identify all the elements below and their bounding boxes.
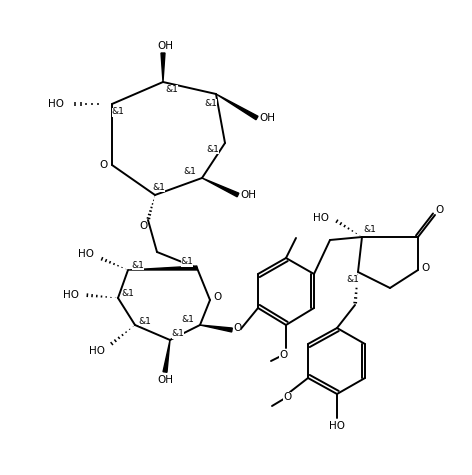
Text: &1: &1 — [184, 168, 196, 177]
Polygon shape — [161, 53, 165, 82]
Polygon shape — [128, 266, 197, 270]
Text: O: O — [139, 221, 147, 231]
Polygon shape — [216, 94, 258, 120]
Text: &1: &1 — [204, 98, 218, 107]
Text: O: O — [422, 263, 430, 273]
Text: OH: OH — [157, 41, 173, 51]
Text: &1: &1 — [346, 276, 360, 285]
Text: &1: &1 — [166, 85, 178, 94]
Text: HO: HO — [78, 249, 94, 259]
Text: OH: OH — [240, 190, 256, 200]
Text: O: O — [100, 160, 108, 170]
Polygon shape — [163, 340, 170, 372]
Text: &1: &1 — [171, 330, 185, 339]
Text: OH: OH — [157, 375, 173, 385]
Text: &1: &1 — [122, 289, 135, 298]
Polygon shape — [202, 178, 239, 197]
Text: &1: &1 — [111, 107, 125, 116]
Text: &1: &1 — [139, 316, 152, 325]
Text: &1: &1 — [152, 182, 166, 191]
Text: HO: HO — [313, 213, 329, 223]
Text: HO: HO — [48, 99, 64, 109]
Text: O: O — [283, 392, 291, 402]
Text: O: O — [233, 323, 241, 333]
Text: HO: HO — [89, 346, 105, 356]
Text: &1: &1 — [132, 260, 144, 269]
Text: O: O — [214, 292, 222, 302]
Text: HO: HO — [329, 421, 345, 431]
Text: HO: HO — [63, 290, 79, 300]
Polygon shape — [200, 325, 232, 332]
Text: OH: OH — [259, 113, 275, 123]
Text: O: O — [279, 350, 287, 360]
Text: O: O — [436, 205, 444, 215]
Text: &1: &1 — [363, 225, 377, 234]
Text: &1: &1 — [207, 144, 219, 153]
Text: &1: &1 — [181, 257, 194, 266]
Text: &1: &1 — [182, 314, 194, 323]
